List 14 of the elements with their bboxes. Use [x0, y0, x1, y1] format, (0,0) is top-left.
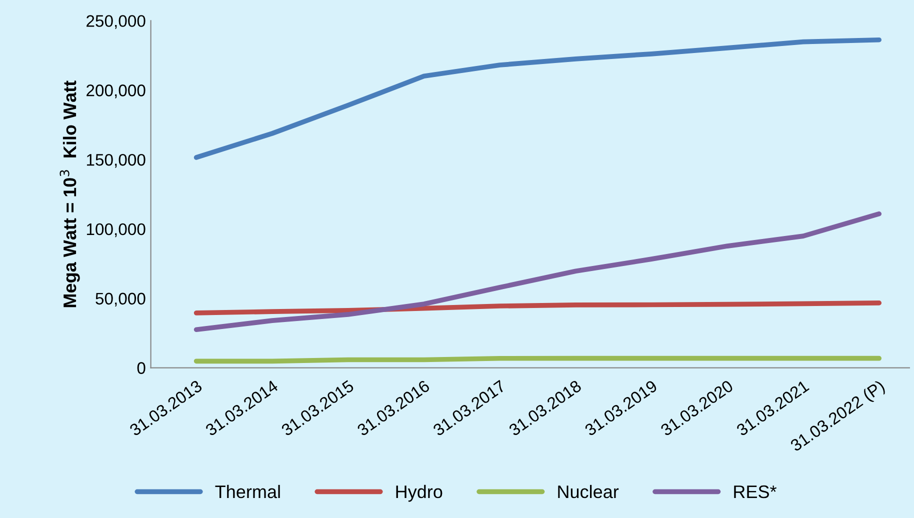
y-tick-label: 0: [137, 362, 146, 374]
line-series: [194, 300, 882, 316]
legend-label: RES*: [734, 485, 777, 498]
legend-label: Hydro: [396, 484, 442, 502]
y-tick-label: 200,000: [86, 84, 146, 98]
legend-label: Nuclear: [558, 484, 619, 498]
line-series: [194, 37, 882, 160]
y-axis-title: Mega Watt = 10$^{3}$ Kilo Watt: [60, 80, 80, 308]
y-tick-label: 100,000: [86, 223, 146, 238]
line-series: [194, 211, 882, 332]
legend-label: Thermal: [215, 484, 280, 498]
y-tick-label: 250,000: [86, 15, 146, 29]
y-tick-label: 50,000: [96, 292, 146, 307]
y-tick-label: 150,000: [86, 154, 146, 168]
